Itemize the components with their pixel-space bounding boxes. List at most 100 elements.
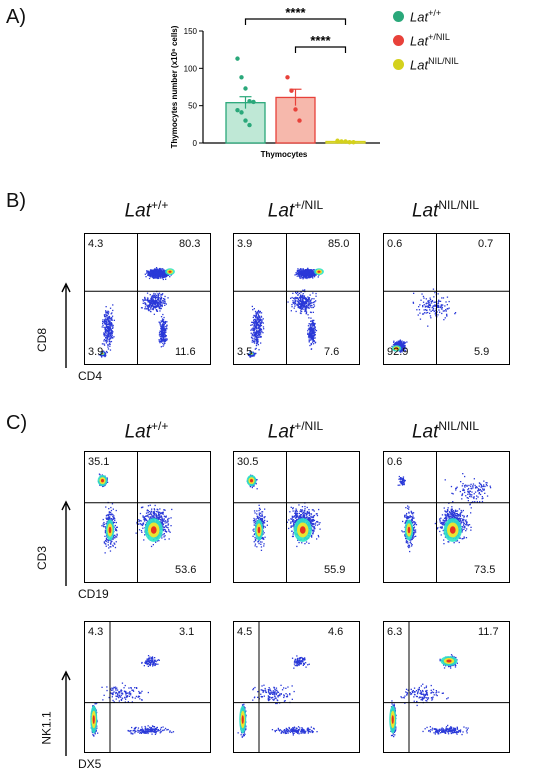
- quadrant-ul-percent: 0.6: [387, 238, 403, 250]
- x-axis-label: CD19: [78, 587, 109, 601]
- genotype-title: Lat+/+: [124, 419, 169, 443]
- quadrant-ul-percent: 30.5: [237, 456, 259, 468]
- y-axis-label: CD8: [35, 327, 50, 353]
- flow-plot-canvas: [384, 452, 509, 582]
- axis-arrows: [61, 282, 71, 368]
- legend-item: Lat+/NIL: [393, 32, 450, 48]
- flow-plot: [84, 621, 211, 753]
- y-axis-label: CD3: [35, 545, 50, 571]
- flow-plot-canvas: [85, 622, 210, 752]
- y-arrowhead: [61, 282, 71, 293]
- data-point: [293, 107, 298, 112]
- data-point: [247, 98, 252, 104]
- quadrant-ul-percent: 4.5: [237, 626, 253, 638]
- quadrant-ur-percent: 4.6: [328, 626, 344, 638]
- data-point: [285, 75, 290, 80]
- panel-a-label: A): [6, 6, 26, 28]
- axis-arrows: [61, 500, 71, 586]
- genotype-title: LatNIL/NIL: [411, 198, 480, 222]
- quadrant-lr-percent: 5.9: [474, 346, 490, 358]
- data-point: [297, 118, 302, 123]
- legend-swatch: [393, 10, 404, 22]
- data-point: [235, 107, 240, 113]
- quadrant-ur-percent: 3.1: [179, 626, 195, 638]
- quadrant-ul-percent: 35.1: [88, 456, 110, 468]
- flow-plot: [84, 233, 211, 365]
- y-tick-label: 0: [193, 139, 198, 148]
- x-axis-label: Thymocytes: [261, 150, 308, 159]
- quadrant-ur-percent: 11.7: [478, 626, 499, 638]
- y-arrowhead: [61, 670, 71, 681]
- flow-plot-canvas: [234, 234, 359, 364]
- quadrant-ll-percent: 3.9: [88, 346, 104, 358]
- y-tick-label: 100: [184, 64, 198, 73]
- legend-swatch: [393, 58, 404, 70]
- quadrant-lr-percent: 11.6: [175, 346, 196, 358]
- genotype-title: LatNIL/NIL: [411, 419, 480, 443]
- legend-label: LatNIL/NIL: [410, 56, 459, 73]
- quadrant-ur-percent: 0.7: [478, 238, 494, 250]
- flow-plot-canvas: [384, 234, 509, 364]
- flow-plot: [383, 233, 510, 365]
- y-axis-label: Thymocytes number (x10⁶ cells): [170, 25, 179, 148]
- quadrant-ul-percent: 4.3: [88, 626, 104, 638]
- data-point: [235, 56, 240, 61]
- data-point: [335, 139, 340, 144]
- axis-arrows: [61, 670, 71, 756]
- panel-c-label: C): [6, 412, 28, 434]
- y-arrowhead: [61, 500, 71, 511]
- data-point: [351, 140, 356, 145]
- flow-plot-canvas: [384, 622, 509, 752]
- quadrant-lr-percent: 55.9: [324, 564, 346, 576]
- panel-b-label: B): [6, 190, 26, 212]
- data-point: [339, 139, 344, 144]
- significance-label: ****: [285, 5, 306, 20]
- data-point: [343, 139, 348, 144]
- flow-plot: [383, 621, 510, 753]
- quadrant-ul-percent: 4.3: [88, 238, 104, 250]
- quadrant-ul-percent: 3.9: [237, 238, 253, 250]
- quadrant-ul-percent: 0.6: [387, 456, 403, 468]
- flow-plot: [233, 233, 360, 365]
- data-point: [243, 118, 248, 123]
- quadrant-ul-percent: 6.3: [387, 626, 403, 638]
- genotype-title: Lat+/NIL: [267, 419, 324, 443]
- data-point: [243, 86, 248, 91]
- quadrant-ll-percent: 92.9: [387, 346, 409, 358]
- data-point: [289, 88, 294, 93]
- flow-plot: [233, 451, 360, 583]
- data-point: [251, 99, 256, 105]
- flow-plot-canvas: [85, 234, 210, 364]
- quadrant-lr-percent: 53.6: [175, 564, 197, 576]
- x-axis-label: DX5: [78, 757, 102, 771]
- x-axis-label: CD4: [78, 369, 103, 383]
- flow-plot: [84, 451, 211, 583]
- quadrant-ll-percent: 3.5: [237, 346, 253, 358]
- quadrant-lr-percent: 7.6: [324, 346, 340, 358]
- genotype-title: Lat+/NIL: [267, 198, 324, 222]
- legend-item: Lat+/+: [393, 8, 441, 24]
- thymocyte-bar-chart: 0 50 100 150 Thymocytes number (x10⁶ cells) T…: [170, 5, 380, 159]
- data-point: [347, 140, 352, 145]
- data-point: [239, 110, 244, 115]
- significance-label: ****: [310, 33, 331, 48]
- flow-plot-canvas: [234, 622, 359, 752]
- significance-bracket: [244, 18, 347, 25]
- data-point: [247, 122, 252, 128]
- y-tick-label: 50: [188, 102, 197, 111]
- legend-swatch: [393, 34, 404, 46]
- bar: [225, 102, 266, 144]
- legend-label: Lat+/+: [410, 8, 442, 25]
- flow-plot-canvas: [234, 452, 359, 582]
- significance-bracket: [294, 46, 347, 53]
- quadrant-ur-percent: 85.0: [328, 238, 350, 250]
- flow-plot-canvas: [85, 452, 210, 582]
- flow-plot: [233, 621, 360, 753]
- y-axis-label: NK1.1: [39, 711, 54, 745]
- genotype-title: Lat+/+: [124, 198, 169, 222]
- legend-item: LatNIL/NIL: [393, 56, 459, 72]
- y-tick-label: 150: [184, 27, 198, 36]
- flow-plot: [383, 451, 510, 583]
- legend-label: Lat+/NIL: [410, 32, 450, 49]
- quadrant-ur-percent: 80.3: [179, 238, 201, 250]
